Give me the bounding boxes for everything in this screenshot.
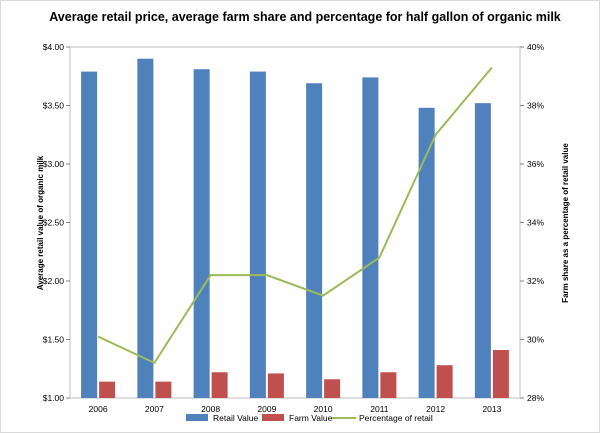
y2-tick-label: 32%	[527, 276, 544, 286]
y2-tick-label: 34%	[527, 218, 544, 228]
y-tick-label: $1.50	[43, 335, 65, 345]
x-tick-label: 2006	[89, 404, 108, 414]
bar-farm-value	[436, 365, 453, 398]
legend-label: Percentage of retail	[359, 413, 433, 423]
bar-retail-value	[362, 77, 379, 399]
x-tick-label: 2011	[370, 404, 389, 414]
bar-farm-value	[211, 372, 228, 398]
bar-farm-value	[492, 350, 509, 398]
y2-tick-label: 36%	[527, 159, 544, 169]
y-tick-label: $3.00	[43, 159, 65, 169]
plot-area: $1.00 $1.50 $2.00 $2.50 $3.00 $3.50 $4.00 28% 30…	[43, 42, 545, 414]
y-axis-label: Average retail value of organic milk	[36, 155, 45, 290]
bar-retail-value	[474, 103, 491, 398]
y-tick-label: $4.00	[43, 42, 65, 52]
bar-farm-value	[99, 381, 116, 398]
y2-tick-label: 38%	[527, 101, 544, 111]
x-tick-label: 2012	[426, 404, 445, 414]
x-tick-label: 2008	[201, 404, 220, 414]
y2-tick-label: 40%	[527, 42, 544, 52]
bar-retail-value	[81, 71, 98, 398]
bar-retail-value	[418, 107, 435, 398]
chart-title: Average retail price, average farm share…	[49, 10, 561, 24]
bar-farm-value	[380, 372, 397, 398]
y2-tick-label: 28%	[527, 393, 544, 403]
y2-axis-label: Farm share as a percentage of retail val…	[561, 143, 570, 303]
x-tick-label: 2009	[257, 404, 276, 414]
x-tick-label: 2007	[145, 404, 164, 414]
bar-farm-value	[155, 381, 172, 398]
x-tick-label: 2013	[482, 404, 501, 414]
bar-retail-value	[193, 69, 210, 398]
y-tick-label: $2.00	[43, 276, 65, 286]
x-tick-label: 2010	[314, 404, 333, 414]
bar-retail-value	[306, 83, 323, 399]
bar-farm-value	[324, 379, 341, 398]
bar-retail-value	[137, 58, 154, 398]
legend-swatch-farm-value	[262, 414, 284, 421]
line-percentage-of-retail	[97, 66, 493, 365]
y-tick-label: $3.50	[43, 101, 65, 111]
y-tick-label: $2.50	[43, 218, 65, 228]
y2-tick-label: 30%	[527, 335, 544, 345]
legend-swatch-retail-value	[186, 414, 208, 421]
y-tick-label: $1.00	[43, 393, 65, 403]
bar-farm-value	[267, 373, 284, 398]
legend-label: Retail Value	[213, 413, 258, 423]
bar-retail-value	[249, 71, 266, 398]
legend: Retail Value Farm Value Percentage of reta…	[186, 413, 433, 423]
legend-label: Farm Value	[289, 413, 333, 423]
